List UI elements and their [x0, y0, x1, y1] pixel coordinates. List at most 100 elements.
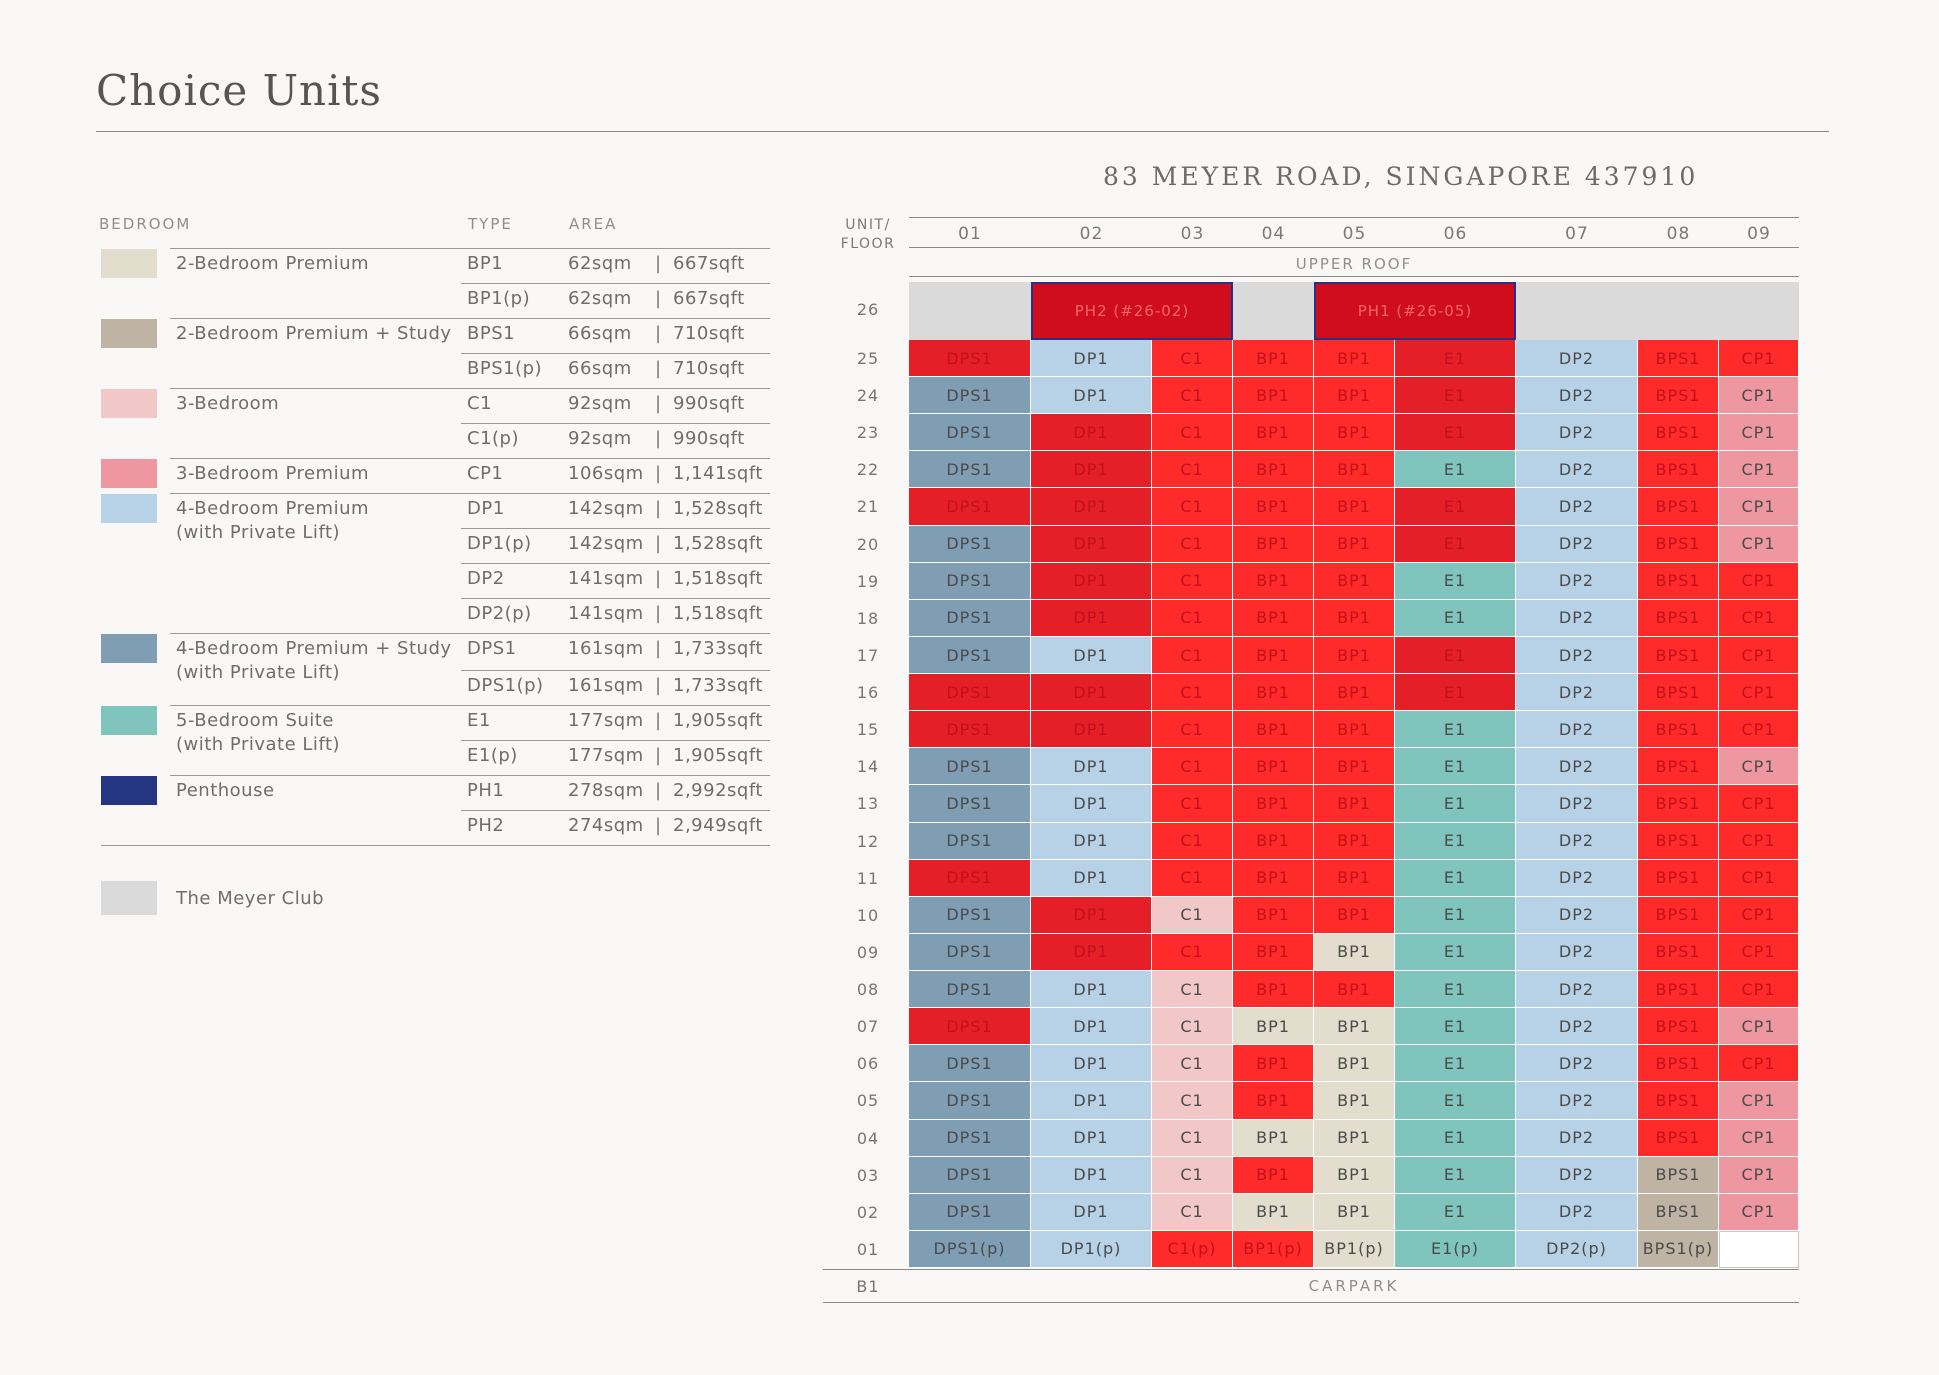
unit-cell: BP1: [1233, 1119, 1314, 1157]
unit-cell: E1: [1395, 451, 1516, 489]
unit-cell: CP1: [1719, 451, 1799, 489]
unit-cell: E1: [1395, 599, 1516, 637]
sold-unit-cell: BP1: [1233, 859, 1314, 897]
floor-number: 19: [856, 571, 880, 591]
legend-color-swatch: [101, 389, 157, 418]
legend-separator: |: [655, 745, 662, 766]
sold-unit-cell: DP1: [1031, 674, 1152, 712]
sold-unit-cell: CP1: [1719, 896, 1799, 934]
sold-unit-cell: BP1: [1233, 1082, 1314, 1120]
sold-unit-cell: E1: [1395, 525, 1516, 563]
sold-unit-cell: BPS1: [1638, 488, 1719, 526]
unit-cell: DP2: [1516, 1156, 1638, 1194]
floor-number: 10: [856, 905, 880, 925]
sold-unit-cell: BP1: [1314, 562, 1395, 600]
unit-cell: CP1: [1719, 377, 1799, 415]
sold-unit-cell: DP1: [1031, 896, 1152, 934]
legend-bottom-rule: [101, 845, 770, 846]
unit-cell: E1: [1395, 562, 1516, 600]
unit-cell: DP1: [1031, 822, 1152, 860]
sold-unit-cell: CP1: [1719, 1045, 1799, 1083]
sold-unit-cell: BPS1: [1638, 1082, 1719, 1120]
legend-separator: |: [655, 463, 662, 484]
sold-unit-cell: BP1: [1314, 636, 1395, 675]
legend-area-sqft: 1,733sqft: [673, 675, 763, 696]
unit-cell: BPS1: [1638, 1156, 1719, 1194]
sold-unit-cell: BP1: [1233, 451, 1314, 489]
unit-cell: CP1: [1719, 414, 1799, 452]
sold-unit-cell: BP1: [1314, 711, 1395, 749]
page-title: Choice Units: [96, 66, 382, 115]
legend-club-swatch: [101, 881, 157, 915]
sold-unit-cell: C1: [1152, 562, 1233, 600]
sold-unit-cell: C1: [1152, 674, 1233, 712]
legend-unit-type: DPS1: [467, 638, 517, 659]
legend-group-divider: [170, 633, 770, 634]
floor-number: 24: [856, 386, 880, 406]
penthouse-unit: PH2 (#26-02): [1031, 282, 1233, 340]
floor-number: 03: [856, 1165, 880, 1185]
sold-unit-cell: BPS1: [1638, 562, 1719, 600]
legend-row-divider: [461, 283, 770, 284]
legend-color-swatch: [101, 249, 157, 278]
sold-unit-cell: C1: [1152, 377, 1233, 415]
sold-unit-cell: E1: [1395, 377, 1516, 415]
unit-cell: DP1: [1031, 971, 1152, 1009]
legend-area-sqm: 62sqm: [568, 288, 632, 309]
unit-cell: DP2: [1516, 711, 1638, 749]
legend-bedroom-subname: (with Private Lift): [176, 734, 341, 755]
legend-unit-type: E1: [467, 710, 491, 731]
unit-cell: CP1: [1719, 488, 1799, 526]
unit-cell: BP1: [1314, 1156, 1395, 1194]
floor-number: 12: [856, 831, 880, 851]
legend-header-area: AREA: [569, 215, 618, 233]
legend-area-sqm: 274sqm: [568, 815, 644, 836]
sold-unit-cell: BP1: [1314, 896, 1395, 934]
unit-cell: DP1: [1031, 859, 1152, 897]
legend-area-sqft: 710sqft: [673, 358, 745, 379]
unit-cell: DP2: [1516, 859, 1638, 897]
sold-unit-cell: C1: [1152, 451, 1233, 489]
legend-unit-type: C1(p): [467, 428, 519, 449]
legend-area-sqm: 62sqm: [568, 253, 632, 274]
unit-cell: DP2: [1516, 1045, 1638, 1083]
legend-bedroom-subname: (with Private Lift): [176, 662, 341, 683]
sold-unit-cell: DPS1: [909, 674, 1031, 712]
sold-unit-cell: C1: [1152, 785, 1233, 823]
floor-number: 07: [856, 1017, 880, 1037]
sold-unit-cell: C1: [1152, 748, 1233, 786]
legend-area-sqm: 177sqm: [568, 710, 644, 731]
sold-unit-cell: BPS1: [1638, 711, 1719, 749]
legend-group-divider: [170, 248, 770, 249]
unit-cell: C1: [1152, 971, 1233, 1009]
sold-unit-cell: BP1: [1314, 340, 1395, 378]
legend-area-sqm: 92sqm: [568, 393, 632, 414]
legend-row-divider: [461, 740, 770, 741]
legend-group-divider: [170, 318, 770, 319]
unit-cell: BP1: [1314, 1008, 1395, 1046]
unit-cell: C1: [1152, 1008, 1233, 1046]
sold-unit-cell: BP1: [1233, 785, 1314, 823]
unit-cell: C1: [1152, 1119, 1233, 1157]
floor-number: 20: [856, 534, 880, 554]
floor-number: 17: [856, 645, 880, 665]
legend-row-divider: [461, 670, 770, 671]
sold-unit-cell: BPS1: [1638, 896, 1719, 934]
unit-cell: DP2: [1516, 971, 1638, 1009]
legend-separator: |: [655, 638, 662, 659]
legend-area-sqft: 1,518sqft: [673, 568, 763, 589]
legend-separator: |: [655, 675, 662, 696]
sold-unit-cell: DPS1: [909, 488, 1031, 526]
sold-unit-cell: BP1: [1314, 748, 1395, 786]
sold-unit-cell: BPS1: [1638, 933, 1719, 972]
unit-cell: CP1: [1719, 1082, 1799, 1120]
unit-cell: E1: [1395, 1193, 1516, 1231]
floor-number: 25: [856, 349, 880, 368]
unit-cell: E1: [1395, 711, 1516, 749]
unit-cell: BP1: [1314, 1045, 1395, 1083]
legend-area-sqft: 990sqft: [673, 393, 745, 414]
sold-unit-cell: BP1: [1314, 377, 1395, 415]
unit-cell: BP1: [1314, 1119, 1395, 1157]
legend-row-divider: [461, 423, 770, 424]
unit-cell: DPS1: [909, 562, 1031, 600]
